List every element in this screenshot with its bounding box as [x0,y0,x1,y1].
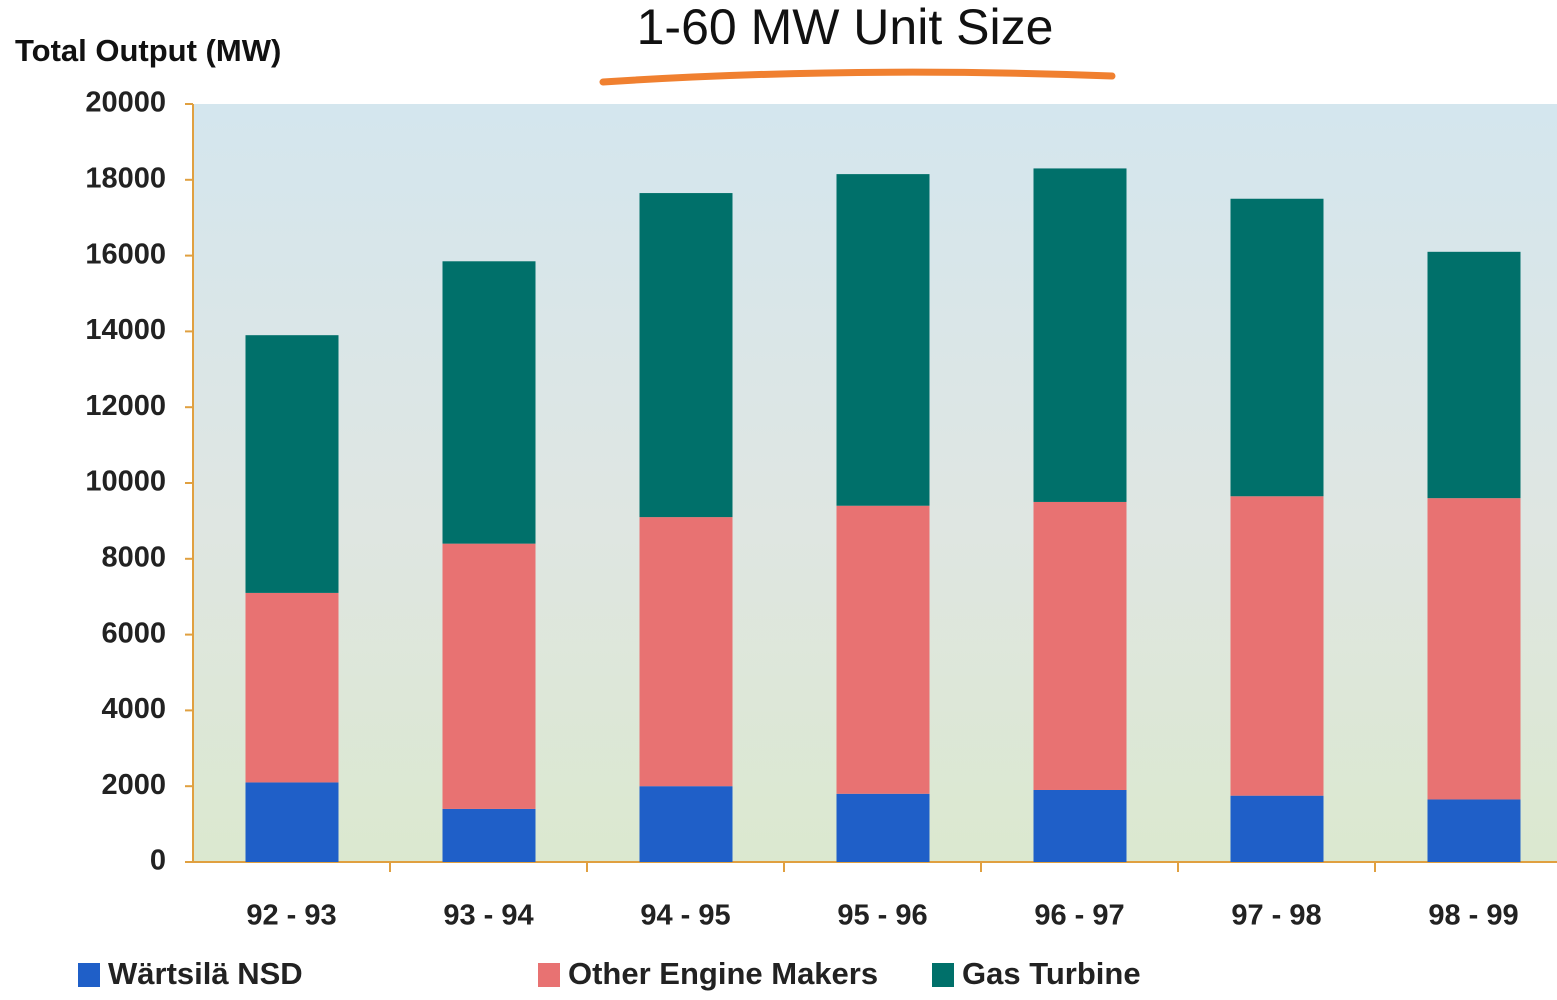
bar-segment [640,786,733,862]
legend-label: Wärtsilä NSD [108,956,303,991]
bar-segment [1034,790,1127,862]
bar-segment [443,544,536,809]
chart-title: 1-60 MW Unit Size [637,0,1054,55]
bar-segment [1231,796,1324,862]
bar-segment [246,593,339,783]
bar-segment [640,193,733,517]
bar-segment [1428,799,1521,862]
y-tick-label: 12000 [85,390,166,422]
y-tick-label: 14000 [85,314,166,346]
bar-segment [1034,168,1127,502]
legend-swatch [538,963,560,987]
bar-segment [1034,502,1127,790]
bar-segment [443,261,536,543]
x-tick-label: 98 - 99 [1428,900,1518,932]
bar-segment [837,174,930,506]
x-tick-label: 93 - 94 [443,900,533,932]
bar-segment [246,335,339,593]
bar-segment [837,794,930,862]
bar-segment [246,782,339,862]
x-tick-label: 96 - 97 [1034,900,1124,932]
x-tick-label: 94 - 95 [640,900,730,932]
bar-segment [837,506,930,794]
y-tick-label: 20000 [85,87,166,119]
x-tick-label: 95 - 96 [837,900,927,932]
y-tick-label: 2000 [101,769,166,801]
legend-swatch [932,963,954,987]
bar-segment [1231,199,1324,497]
bar-segment [1428,498,1521,799]
bar-segment [443,809,536,862]
y-axis-label: Total Output (MW) [15,33,281,68]
y-tick-label: 0 [150,845,166,877]
y-tick-label: 4000 [101,693,166,725]
y-tick-label: 18000 [85,162,166,194]
y-tick-label: 16000 [85,238,166,270]
y-tick-label: 8000 [101,541,166,573]
x-tick-label: 97 - 98 [1231,900,1321,932]
legend-swatch [78,963,100,987]
bar-segment [640,517,733,786]
bar-segment [1231,496,1324,795]
y-tick-label: 6000 [101,617,166,649]
chart: 1-60 MW Unit Size Total Output (MW) 0 200… [0,0,1557,995]
y-tick-label: 10000 [85,466,166,498]
bar-segment [1428,252,1521,498]
legend-label: Gas Turbine [962,956,1141,991]
title-underline [603,72,1112,82]
x-tick-label: 92 - 93 [246,900,336,932]
legend-label: Other Engine Makers [568,956,878,991]
